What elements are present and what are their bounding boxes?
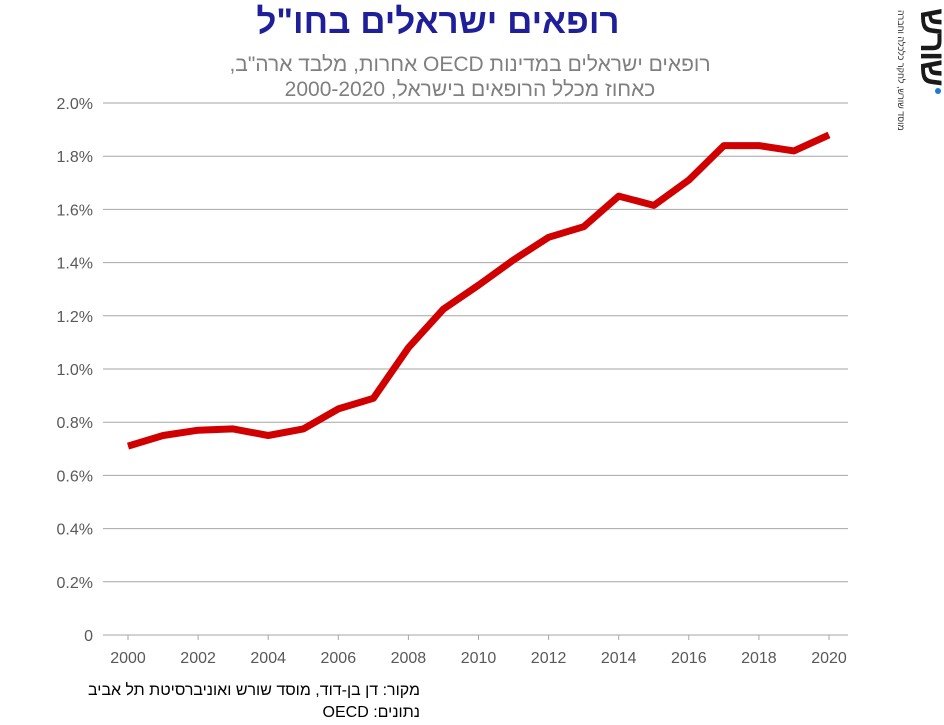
y-tick-label: 1.4% <box>57 256 93 273</box>
logo-tagline: מוסד שורש, לחקר כלכלה וחברה <box>896 10 906 131</box>
y-tick-label: 1.6% <box>57 202 93 219</box>
x-axis <box>103 634 848 640</box>
x-tick-label: 2016 <box>671 650 707 667</box>
x-tick-label: 2004 <box>250 650 286 667</box>
y-tick-label: 1.0% <box>57 362 93 379</box>
x-tick-label: 2008 <box>391 650 427 667</box>
x-axis-tick-labels: 2000 2002 2004 2006 2008 2010 2012 2014 2016 2018… <box>110 650 847 667</box>
chart-title: רופאים ישראלים בחו"ל <box>256 2 620 41</box>
x-tick-label: 2012 <box>531 650 567 667</box>
y-axis-tick-labels: 0 0.2% 0.4% 0.6% 0.8% 1.0% 1.2% 1.4% 1.6% 1.8% 2.0… <box>57 96 94 645</box>
x-tick-label: 2010 <box>461 650 497 667</box>
chart-subtitle: רופאים ישראלים במדינות OECD אחרות, מלבד … <box>0 52 940 102</box>
y-tick-label: 0 <box>84 628 93 645</box>
x-tick-label: 2000 <box>110 650 146 667</box>
source-note: מקור: דן בן-דוד, מוסד שורש ואוניברסיטת ת… <box>88 682 420 699</box>
series-group <box>126 131 831 450</box>
grid-lines <box>103 102 848 583</box>
x-tick-label: 2006 <box>321 650 357 667</box>
y-tick-label: 0.6% <box>57 468 93 485</box>
y-tick-label: 1.2% <box>57 309 93 326</box>
series-line <box>126 131 831 450</box>
x-tick-label: 2002 <box>180 650 216 667</box>
x-tick-label: 2020 <box>811 650 847 667</box>
y-tick-label: 2.0% <box>57 96 93 113</box>
y-tick-label: 0.4% <box>57 522 93 539</box>
logo-dot-icon <box>935 88 941 94</box>
line-chart: 0 0.2% 0.4% 0.6% 0.8% 1.0% 1.2% 1.4% 1.6% 1.8% 2.0… <box>57 96 848 667</box>
logo-wordmark: שורש <box>913 8 944 85</box>
data-note: נתונים: OECD <box>322 704 420 721</box>
y-tick-label: 0.8% <box>57 415 93 432</box>
y-tick-label: 0.2% <box>57 575 93 592</box>
x-tick-label: 2018 <box>741 650 777 667</box>
subtitle-line-1: רופאים ישראלים במדינות OECD אחרות, מלבד … <box>229 53 711 76</box>
y-tick-label: 1.8% <box>57 149 93 166</box>
x-tick-label: 2014 <box>601 650 637 667</box>
subtitle-line-2: כאחוז מכלל הרופאים בישראל, 2000-2020 <box>284 78 656 101</box>
